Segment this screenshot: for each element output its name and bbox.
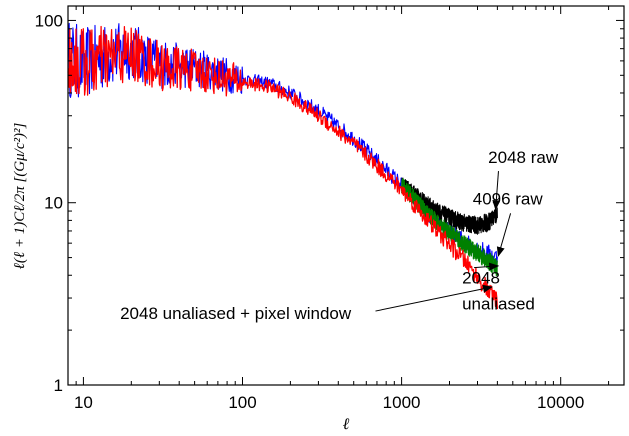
annotation-label-3: 2048	[462, 269, 500, 288]
annotation-arrow-3	[474, 262, 500, 271]
annotation-arrow-2	[496, 213, 512, 257]
annotation-label-5: 2048 unaliased + pixel window	[120, 304, 352, 323]
annotation-label-1: 2048 raw	[488, 148, 559, 167]
x-tick-label: 100	[228, 393, 256, 412]
plot-frame	[67, 5, 625, 386]
y-tick-label: 10	[44, 194, 63, 213]
x-tick-label: 10000	[537, 393, 584, 412]
x-tick-label: 10	[74, 393, 93, 412]
x-tick-label: 1000	[383, 393, 421, 412]
annotation-label-4: unaliased	[462, 294, 535, 313]
y-axis-label: ℓ(ℓ + 1)Cℓ/2π [(Gμ/c²)²]	[12, 123, 28, 270]
series-layer	[67, 22, 499, 310]
series-4-line	[67, 25, 499, 310]
ticks-layer: 10 100 1000 10000 1 10 100	[35, 6, 624, 412]
y-tick-label: 100	[35, 11, 63, 30]
x-axis-label: ℓ	[343, 416, 350, 433]
annotation-layer: 2048 raw 4096 raw 2048 unaliased 2048 unalia…	[120, 148, 559, 323]
y-tick-label: 1	[54, 376, 63, 395]
annotation-label-2: 4096 raw	[473, 189, 544, 208]
annotation-arrow-5	[375, 284, 493, 312]
annotation-arrow-1	[492, 171, 501, 211]
